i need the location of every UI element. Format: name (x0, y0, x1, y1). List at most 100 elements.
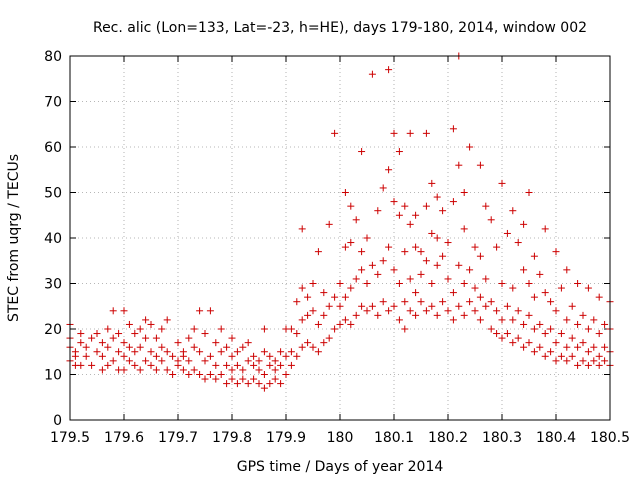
data-point (320, 339, 328, 347)
data-point (574, 361, 582, 369)
data-point (406, 275, 414, 283)
x-tick-label: 179.8 (212, 430, 252, 446)
data-point (455, 302, 463, 310)
data-point (147, 361, 155, 369)
data-point (266, 352, 274, 360)
data-point (131, 330, 139, 338)
data-point (530, 252, 538, 260)
data-point (206, 371, 214, 378)
data-point (390, 266, 398, 274)
data-point (422, 257, 430, 265)
data-point (125, 343, 133, 351)
data-point (196, 371, 204, 378)
data-point (255, 380, 263, 388)
data-point (282, 352, 290, 360)
data-point (547, 298, 555, 306)
data-point (217, 325, 225, 333)
x-tick-label: 180.2 (428, 430, 468, 446)
data-point (395, 280, 403, 287)
y-tick-label: 40 (44, 231, 62, 247)
data-point (444, 307, 452, 315)
data-point (471, 307, 479, 315)
data-point (584, 325, 592, 333)
data-point (260, 325, 268, 333)
data-point (406, 220, 414, 228)
data-point (525, 311, 533, 319)
data-point (115, 330, 123, 338)
x-axis-ticks: 179.5 179.6 179.7 179.8 179.9 180 180.1 180.2 18… (50, 56, 630, 446)
data-point (314, 248, 322, 256)
data-point (104, 325, 112, 333)
x-tick-label: 180.5 (590, 430, 630, 446)
data-point (212, 361, 220, 369)
data-point (352, 311, 360, 319)
data-point (109, 307, 117, 315)
data-point (109, 334, 117, 342)
data-point (574, 320, 582, 328)
data-point (584, 348, 592, 356)
data-point (460, 311, 468, 319)
data-point (120, 352, 128, 360)
data-point (71, 348, 79, 356)
data-point (568, 352, 576, 360)
data-point (352, 216, 360, 224)
data-point (520, 343, 528, 351)
data-point (363, 234, 371, 242)
data-point (228, 375, 236, 383)
data-point (174, 339, 182, 347)
data-point (412, 289, 420, 297)
data-point (98, 366, 106, 374)
data-point (417, 298, 425, 306)
x-tick-label: 179.7 (158, 430, 198, 446)
data-point (163, 366, 171, 374)
data-point (433, 311, 441, 319)
data-point (212, 375, 220, 383)
data-point (444, 239, 452, 247)
data-point (250, 375, 258, 383)
data-point (590, 316, 598, 324)
data-point (304, 293, 312, 301)
y-tick-label: 10 (44, 368, 62, 384)
data-point (476, 316, 484, 324)
data-point (142, 316, 150, 324)
data-point (282, 371, 290, 378)
data-point (433, 193, 441, 201)
y-axis-ticks: 0 10 20 30 40 50 60 70 80 (44, 49, 610, 429)
chart-title: Rec. alic (Lon=133, Lat=-23, h=HE), days… (93, 20, 587, 36)
data-point (212, 339, 220, 347)
data-point (412, 243, 420, 251)
data-point (417, 270, 425, 278)
data-point (223, 343, 231, 351)
data-point (379, 257, 387, 265)
data-point (228, 334, 236, 342)
data-point (530, 348, 538, 356)
x-tick-label: 179.6 (104, 430, 144, 446)
data-point (309, 307, 317, 315)
data-point (563, 316, 571, 324)
data-point (115, 348, 123, 356)
data-point (379, 298, 387, 306)
data-point (190, 343, 198, 351)
data-point (223, 380, 231, 388)
data-point (541, 225, 549, 233)
data-point (314, 348, 322, 356)
data-point (557, 284, 565, 292)
data-point (77, 330, 85, 338)
data-point (482, 202, 490, 210)
data-point (574, 280, 582, 287)
data-point (158, 357, 166, 365)
data-point (514, 307, 522, 315)
data-point (568, 302, 576, 310)
data-point (206, 307, 214, 315)
data-point (422, 307, 430, 315)
data-point (390, 198, 398, 206)
data-point (601, 320, 609, 328)
plot-frame (69, 55, 611, 421)
data-point (196, 307, 204, 315)
data-point (422, 129, 430, 137)
data-point (88, 361, 96, 369)
data-point (401, 298, 409, 306)
data-point (358, 148, 366, 156)
data-point (363, 307, 371, 315)
